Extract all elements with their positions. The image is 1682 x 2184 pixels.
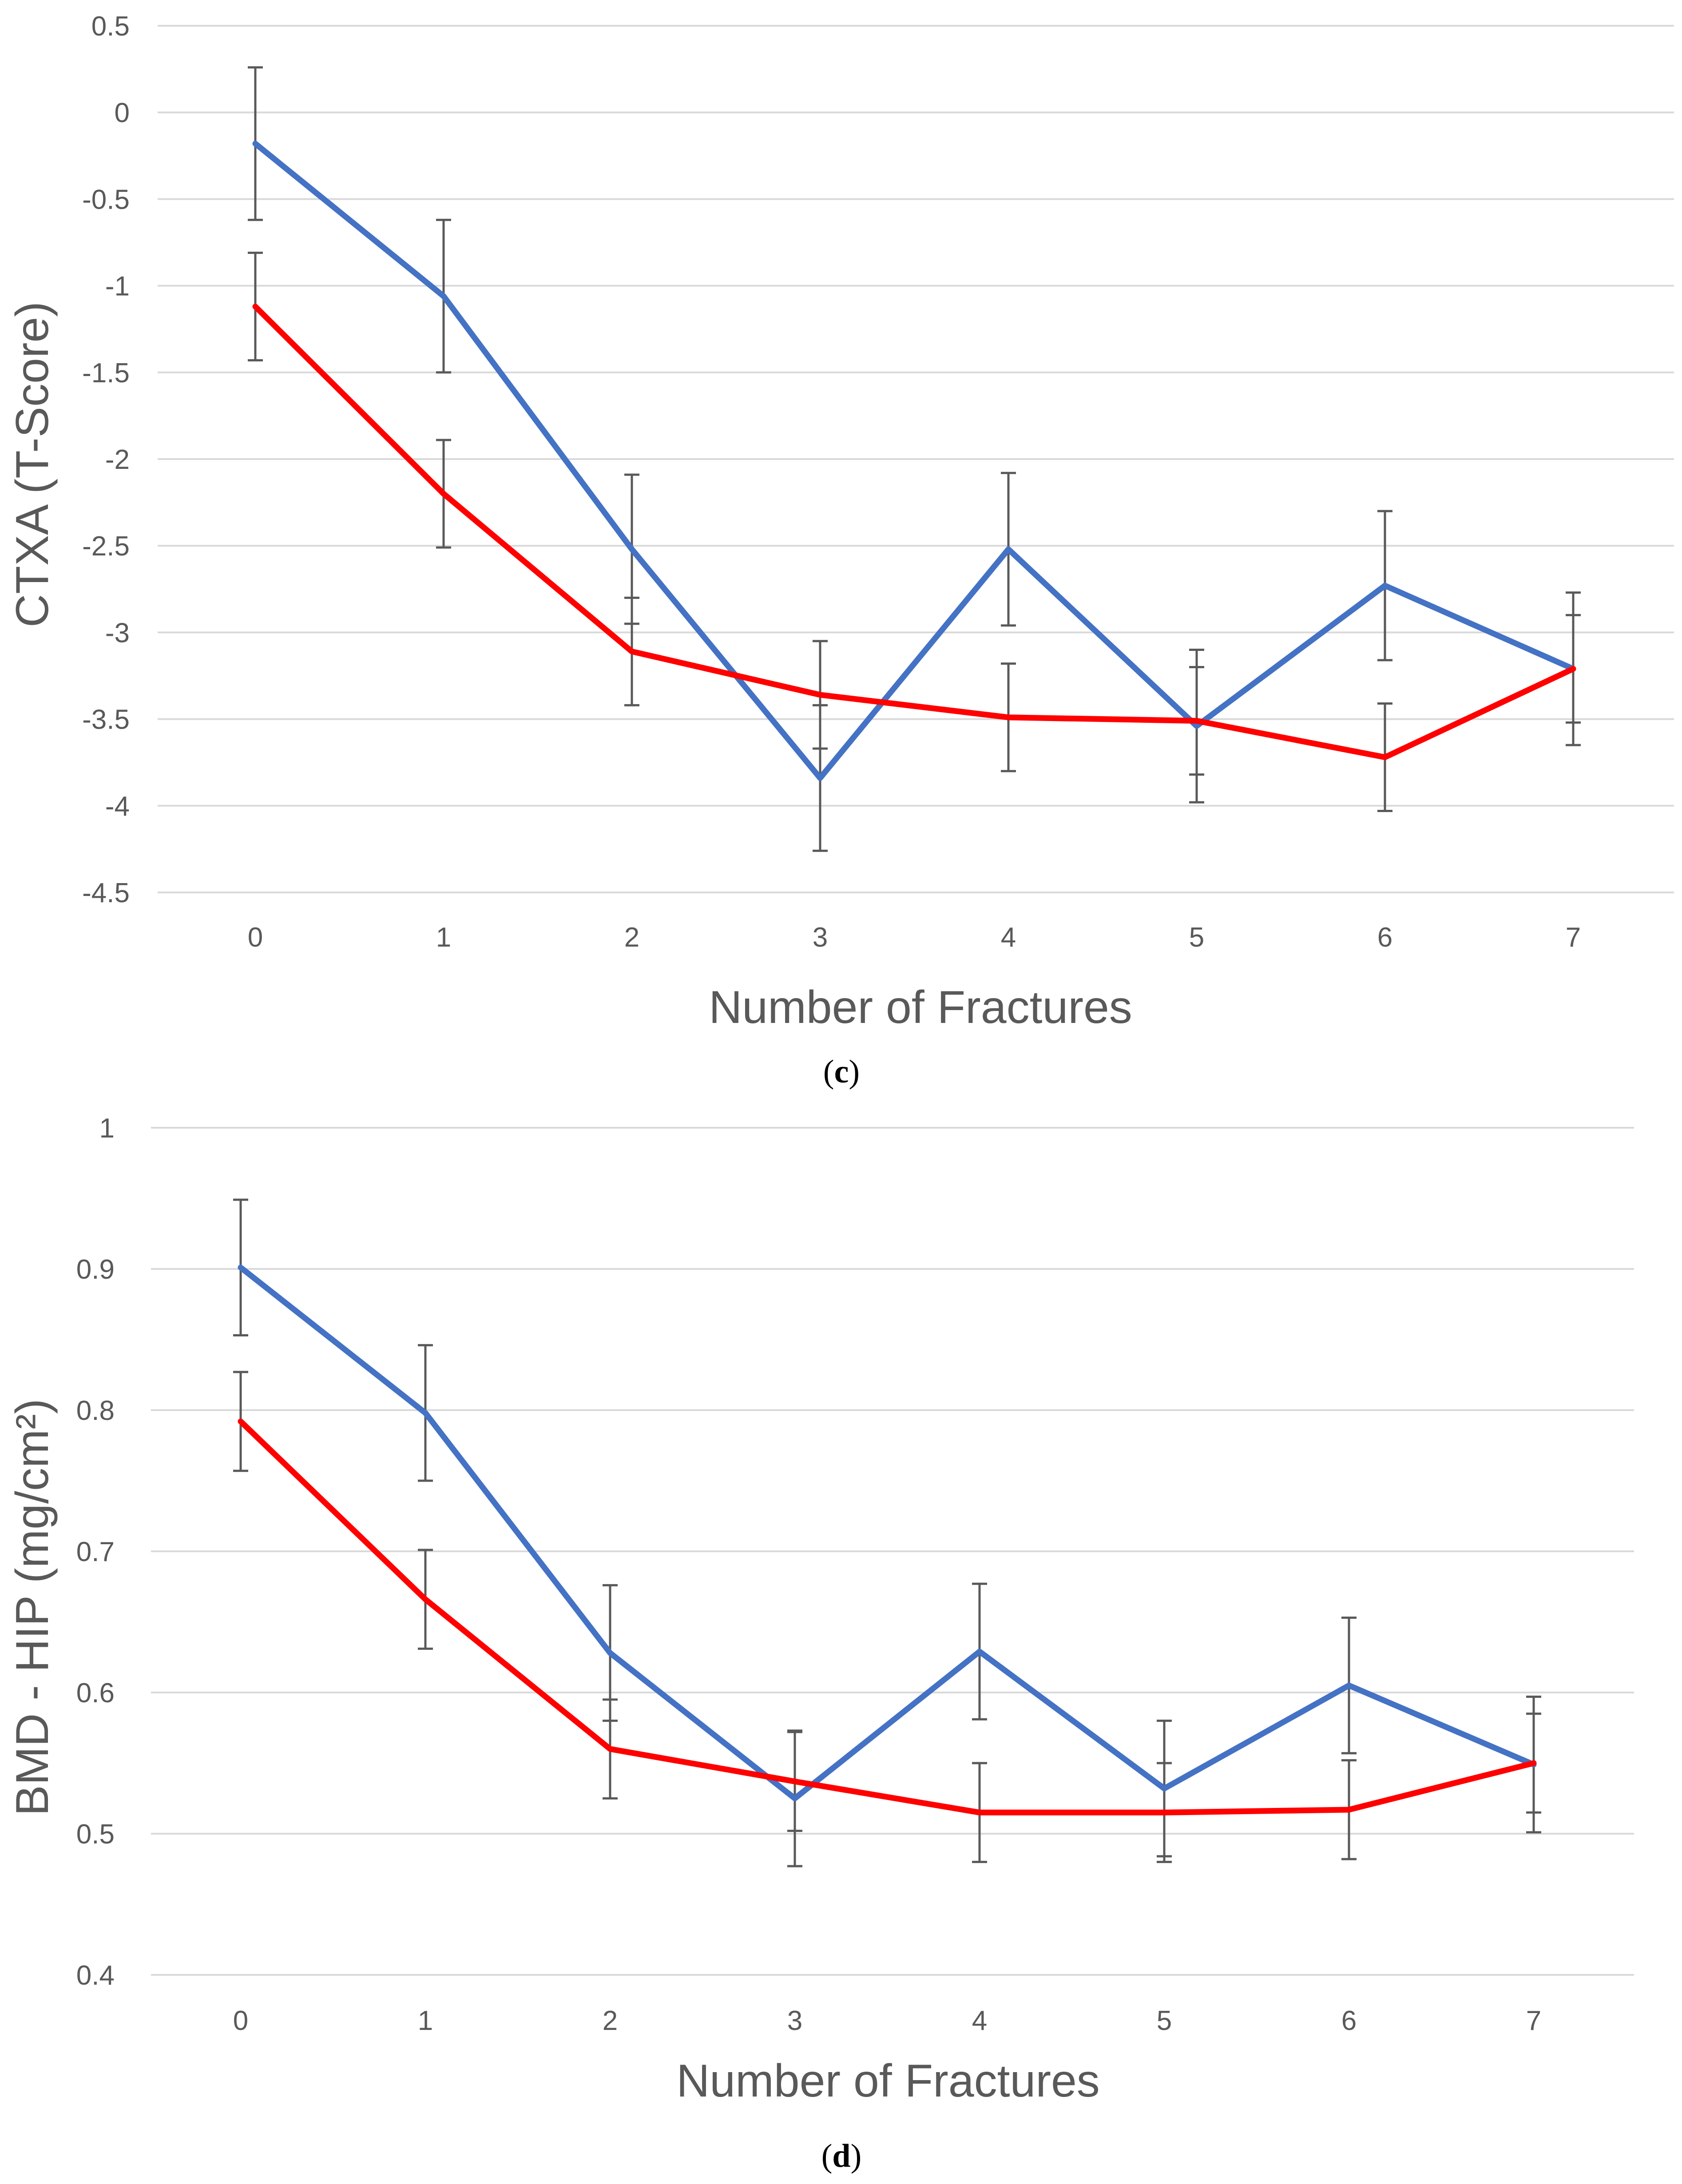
data-point <box>1164 1788 1165 1789</box>
x-tick-label: 7 <box>1526 2006 1541 2036</box>
y-tick-label: -1 <box>105 271 130 302</box>
x-tick-labels: 0 1 2 3 4 5 6 7 <box>233 2006 1541 2036</box>
y-tick-label: 0.9 <box>76 1254 115 1285</box>
x-tick-label: 7 <box>1566 922 1581 953</box>
data-point <box>1573 668 1574 669</box>
x-tick-label: 1 <box>436 922 451 953</box>
y-tick-label: 0.8 <box>76 1395 115 1426</box>
y-tick-label: 0.5 <box>76 1819 115 1850</box>
x-tick-labels: 0 1 2 3 4 5 6 7 <box>248 922 1581 953</box>
y-axis-label: CTXA (T-Score) <box>7 301 58 627</box>
y-tick-label: -3.5 <box>82 705 130 735</box>
x-tick-label: 0 <box>233 2006 248 2036</box>
data-point <box>1164 1812 1165 1813</box>
y-tick-label: 1 <box>99 1113 115 1144</box>
y-tick-label: 0.5 <box>91 11 130 42</box>
data-point <box>610 1748 611 1749</box>
x-axis-label: Number of Fractures <box>709 982 1132 1033</box>
y-tick-label: -4.5 <box>82 878 130 908</box>
data-point <box>1533 1763 1534 1764</box>
data-point <box>255 143 256 144</box>
x-tick-label: 2 <box>624 922 639 953</box>
data-point <box>1384 585 1385 586</box>
x-tick-label: 3 <box>813 922 828 953</box>
x-axis-label: Number of Fractures <box>676 2055 1100 2107</box>
data-point <box>631 651 632 652</box>
series-line-blue <box>238 1264 1537 1801</box>
y-tick-label: 0.7 <box>76 1537 115 1567</box>
chart-panel-d: 1 0.9 0.8 0.7 0.6 0.5 0.4 0 1 2 3 4 5 6 7 BMD - HIP (… <box>7 1113 1634 2174</box>
data-point <box>240 1421 241 1422</box>
data-point <box>979 1812 980 1813</box>
x-tick-label: 4 <box>972 2006 987 2036</box>
y-tick-label: -1.5 <box>82 358 130 388</box>
y-tick-label: -2.5 <box>82 531 130 562</box>
series-line-blue <box>252 140 1576 781</box>
grid-lines <box>158 25 1674 893</box>
data-point <box>1008 549 1009 550</box>
chart-panel-c: 0.5 0 -0.5 -1 -1.5 -2 -2.5 -3 -3.5 -4 -4.5 0 1 2 3 4 5 6… <box>7 11 1674 1090</box>
y-tick-label: -0.5 <box>82 184 130 215</box>
series-line-red <box>252 303 1576 760</box>
x-tick-label: 2 <box>603 2006 618 2036</box>
series-layer <box>248 66 1581 852</box>
data-point <box>425 1599 426 1600</box>
x-tick-label: 6 <box>1377 922 1392 953</box>
data-point <box>1008 717 1009 718</box>
series-line-red <box>238 1418 1537 1815</box>
data-point <box>255 306 256 307</box>
y-tick-label: -3 <box>105 618 130 648</box>
y-axis-label: BMD - HIP (mg/cm²) <box>7 1399 58 1816</box>
panel-label: (c) <box>823 1054 860 1090</box>
data-point <box>443 296 444 297</box>
x-tick-label: 3 <box>787 2006 802 2036</box>
y-tick-labels: 0.5 0 -0.5 -1 -1.5 -2 -2.5 -3 -3.5 -4 -4.5 <box>82 11 130 908</box>
data-point <box>794 1798 795 1799</box>
data-point <box>820 694 821 695</box>
y-tick-label: -2 <box>105 444 130 475</box>
y-tick-label: 0.4 <box>76 1960 115 1991</box>
x-tick-label: 5 <box>1157 2006 1172 2036</box>
y-tick-label: 0 <box>115 98 130 128</box>
data-point <box>979 1651 980 1652</box>
x-tick-label: 1 <box>418 2006 433 2036</box>
x-tick-label: 4 <box>1001 922 1016 953</box>
data-point <box>820 777 821 778</box>
data-point <box>240 1267 241 1268</box>
data-point <box>1196 725 1197 726</box>
x-tick-label: 6 <box>1341 2006 1357 2036</box>
data-point <box>443 493 444 494</box>
data-point <box>425 1412 426 1413</box>
data-point <box>794 1781 795 1782</box>
series-layer <box>233 1198 1541 1867</box>
x-tick-label: 5 <box>1189 922 1204 953</box>
y-tick-label: -4 <box>105 791 130 822</box>
x-tick-label: 0 <box>248 922 263 953</box>
y-tick-label: 0.6 <box>76 1678 115 1708</box>
series-red <box>248 251 1581 813</box>
grid-lines <box>151 1127 1634 1976</box>
series-blue <box>233 1198 1541 1867</box>
y-tick-labels: 1 0.9 0.8 0.7 0.6 0.5 0.4 <box>76 1113 115 1991</box>
data-point <box>631 549 632 550</box>
panel-label: (d) <box>821 2138 861 2174</box>
